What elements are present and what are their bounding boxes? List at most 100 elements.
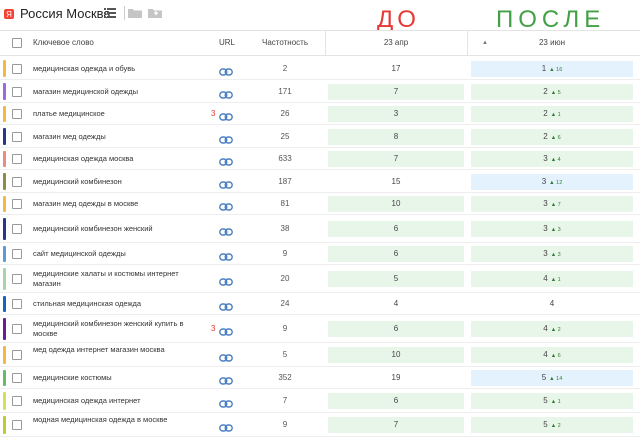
- keyword-group-color: [3, 392, 6, 410]
- sort-arrow-icon[interactable]: ▲: [482, 40, 488, 46]
- frequency-value: 38: [280, 224, 290, 233]
- table-row[interactable]: магазин медицинской одежды 171 7 2 ▲ 5: [0, 80, 640, 103]
- position-change: ▲ 2: [550, 423, 561, 429]
- table-header: Ключевое слово URL Частотность 23 апр ▲ …: [0, 30, 640, 56]
- keyword-group-color: [3, 83, 6, 100]
- link-icon[interactable]: [219, 274, 233, 286]
- position-before: 7: [328, 83, 464, 100]
- position-after-value: 2: [543, 131, 548, 141]
- table-row[interactable]: медицинский комбинезон 187 15 3 ▲ 12: [0, 170, 640, 193]
- position-before: 19: [328, 370, 464, 386]
- frequency-value: 81: [280, 199, 290, 208]
- row-checkbox[interactable]: [12, 224, 22, 234]
- position-before: 8: [328, 128, 464, 145]
- link-icon[interactable]: [219, 87, 233, 99]
- table-row[interactable]: стильная медицинская одежда 24 4 4: [0, 293, 640, 315]
- frequency-value: 633: [278, 154, 292, 163]
- row-checkbox[interactable]: [12, 154, 22, 164]
- row-checkbox[interactable]: [12, 373, 22, 383]
- position-before-value: 10: [391, 350, 401, 359]
- folder-icon[interactable]: [128, 7, 142, 19]
- link-icon[interactable]: [219, 224, 233, 236]
- frequency-value: 9: [282, 324, 288, 333]
- link-icon[interactable]: [219, 132, 233, 144]
- row-checkbox[interactable]: [12, 176, 22, 187]
- keyword-text: медицинская одежда интернет: [33, 396, 141, 405]
- position-after-value: 4: [543, 324, 548, 333]
- position-before: 6: [328, 246, 464, 262]
- table-row[interactable]: медицинская одежда и обувь 2 17 1 ▲ 16: [0, 57, 640, 80]
- link-icon[interactable]: [219, 299, 233, 311]
- svg-text:Я: Я: [6, 10, 12, 19]
- position-before-value: 19: [391, 373, 401, 382]
- position-after: 4: [471, 296, 633, 312]
- position-change: ▲ 6: [550, 134, 561, 141]
- link-icon[interactable]: [219, 64, 233, 76]
- table-row[interactable]: медицинская одежда москва 633 7 3 ▲ 4: [0, 148, 640, 170]
- position-before: 6: [328, 221, 464, 237]
- table-row[interactable]: сайт медицинской одежды 9 6 3 ▲ 3: [0, 243, 640, 265]
- keyword-text: магазин медицинской одежды: [33, 86, 139, 96]
- table-row[interactable]: платье медицинское 3 26 3 2 ▲ 1: [0, 103, 640, 125]
- keyword-group-color: [3, 196, 6, 212]
- select-all-checkbox[interactable]: [12, 38, 22, 48]
- table-row[interactable]: медицинские халаты и костюмы интернет ма…: [0, 265, 640, 293]
- table-row[interactable]: мед одежда интернет магазин москва 5 10 4 ▲ …: [0, 343, 640, 367]
- position-before-value: 3: [393, 109, 399, 118]
- position-before: 7: [328, 151, 464, 167]
- link-icon[interactable]: [219, 154, 233, 166]
- table-row[interactable]: магазин мед одежды в москве 81 10 3 ▲ 7: [0, 193, 640, 215]
- after-label: ПОСЛЕ: [496, 6, 606, 33]
- row-checkbox[interactable]: [12, 63, 22, 74]
- table-row[interactable]: медицинский комбинезон женский 38 6 3 ▲ 3: [0, 215, 640, 243]
- link-icon[interactable]: [219, 396, 233, 408]
- position-change: ▲ 12: [549, 179, 563, 186]
- row-checkbox[interactable]: [12, 109, 22, 119]
- row-checkbox[interactable]: [12, 350, 22, 360]
- folder-plus-icon[interactable]: [148, 7, 162, 19]
- list-icon[interactable]: [104, 7, 118, 19]
- link-icon[interactable]: [219, 199, 233, 211]
- keyword-text: магазин мед одежды в москве: [33, 199, 139, 208]
- row-checkbox[interactable]: [12, 324, 22, 334]
- link-icon[interactable]: [219, 373, 233, 385]
- position-after-value: 5: [543, 420, 548, 429]
- position-before: 7: [328, 417, 464, 433]
- row-checkbox[interactable]: [12, 396, 22, 406]
- row-checkbox[interactable]: [12, 299, 22, 309]
- position-after: 3 ▲ 7: [471, 196, 633, 212]
- link-icon[interactable]: [219, 420, 233, 432]
- position-after-value: 3: [543, 224, 548, 233]
- row-checkbox[interactable]: [12, 199, 22, 209]
- region-title[interactable]: Россия Москва: [20, 6, 111, 21]
- position-change: ▲ 3: [550, 227, 561, 233]
- keyword-text: платье медицинское: [33, 109, 105, 118]
- position-before-value: 6: [393, 324, 399, 333]
- position-after: 3 ▲ 3: [471, 221, 633, 237]
- position-after: 3 ▲ 4: [471, 151, 633, 167]
- keyword-group-color: [3, 268, 6, 290]
- table-row[interactable]: модная медицинская одежда в москве 9 7 5 ▲ 2: [0, 413, 640, 437]
- table-row[interactable]: медицинские костюмы 352 19 5 ▲ 14: [0, 367, 640, 389]
- link-icon[interactable]: [219, 177, 233, 189]
- header-keyword[interactable]: Ключевое слово: [33, 38, 94, 47]
- row-checkbox[interactable]: [12, 131, 22, 142]
- row-checkbox[interactable]: [12, 86, 22, 97]
- link-icon[interactable]: [219, 350, 233, 362]
- header-date-before[interactable]: 23 апр: [383, 38, 409, 47]
- header-date-after[interactable]: 23 июн: [538, 38, 565, 47]
- header-frequency[interactable]: Частотность: [262, 38, 308, 47]
- keyword-group-color: [3, 246, 6, 262]
- link-icon[interactable]: [219, 249, 233, 261]
- table-row[interactable]: медицинская одежда интернет 7 6 5 ▲ 1: [0, 389, 640, 413]
- table-row[interactable]: магазин мед одежды 25 8 2 ▲ 6: [0, 125, 640, 148]
- table-row[interactable]: медицинский комбинезон женский купить в …: [0, 315, 640, 343]
- header-url[interactable]: URL: [219, 38, 236, 47]
- row-checkbox[interactable]: [12, 249, 22, 259]
- keyword-text: медицинский комбинезон женский купить в …: [33, 319, 184, 338]
- position-change: ▲ 1: [550, 112, 561, 118]
- row-checkbox[interactable]: [12, 274, 22, 284]
- row-checkbox[interactable]: [12, 420, 22, 430]
- link-icon[interactable]: [219, 324, 233, 336]
- link-icon[interactable]: [219, 109, 233, 121]
